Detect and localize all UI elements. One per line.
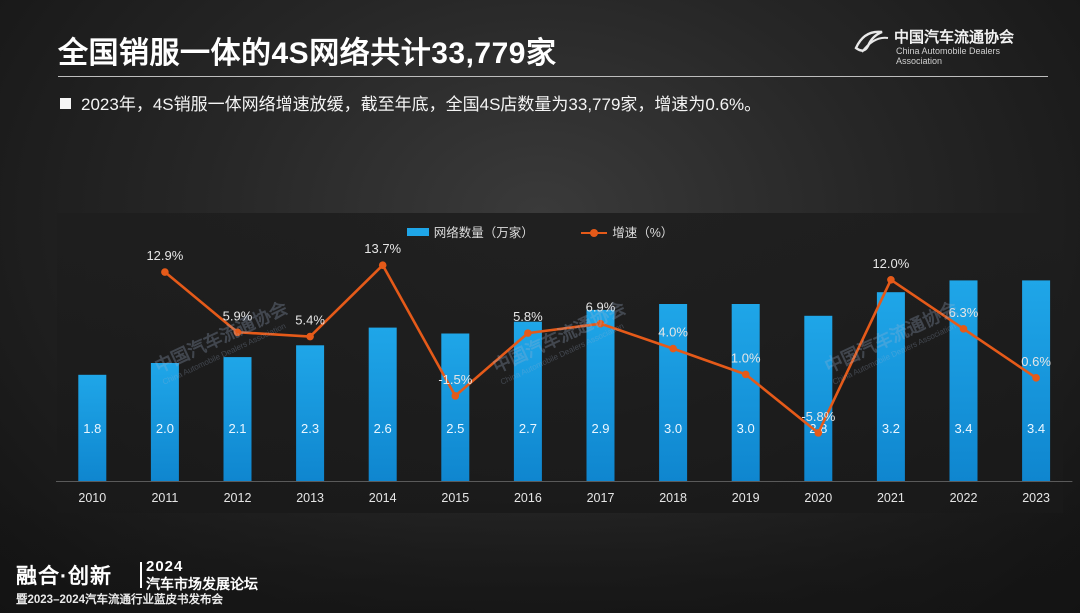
- bar-label-2010: 1.8: [83, 421, 101, 436]
- x-tick-2012: 2012: [224, 491, 252, 505]
- footer-slogan: 融合·创新: [16, 565, 112, 588]
- bar-label-2023: 3.4: [1027, 421, 1045, 436]
- bar-2012: [223, 357, 252, 481]
- legend-bar-swatch: [406, 228, 429, 236]
- bar-label-2021: 3.2: [882, 421, 900, 436]
- growth-point-2011: [161, 268, 169, 276]
- event-footer: 融合·创新 2024 汽车市场发展论坛 暨2023–2024汽车流通行业蓝皮书发…: [14, 558, 304, 608]
- x-tick-2018: 2018: [659, 491, 687, 505]
- x-tick-2017: 2017: [587, 491, 615, 505]
- x-tick-2011: 2011: [151, 491, 178, 505]
- background-road: [0, 500, 1080, 613]
- bar-label-2013: 2.3: [301, 421, 319, 436]
- chart-legend: 网络数量（万家） 增速（%）: [0, 222, 1080, 241]
- bar-2019: [731, 304, 760, 481]
- growth-label-2017: 6.9%: [586, 300, 616, 315]
- growth-label-2011: 12.9%: [146, 248, 183, 263]
- summary-text: 2023年，4S销服一体网络增速放缓，截至年底，全国4S店数量为33,779家，…: [81, 95, 762, 114]
- growth-label-2018: 4.0%: [658, 325, 688, 340]
- growth-point-2019: [741, 370, 750, 379]
- growth-point-2013: [306, 332, 314, 341]
- bar-label-2022: 3.4: [954, 421, 972, 436]
- growth-label-2023: 0.6%: [1021, 354, 1051, 369]
- bar-label-2019: 3.0: [737, 421, 755, 436]
- growth-label-2016: 5.8%: [513, 309, 543, 324]
- x-tick-2019: 2019: [732, 491, 760, 505]
- bar-label-2012: 2.1: [228, 421, 246, 436]
- bar-label-2017: 2.9: [591, 421, 609, 436]
- bar-2014: [368, 327, 397, 481]
- summary-bullet: 2023年，4S销服一体网络增速放缓，截至年底，全国4S店数量为33,779家，…: [60, 90, 761, 115]
- growth-label-2013: 5.4%: [295, 313, 325, 328]
- footer-subtitle: 暨2023–2024汽车流通行业蓝皮书发布会: [16, 594, 224, 606]
- bullet-square-icon: [60, 98, 71, 109]
- bar-2020: [804, 315, 833, 481]
- cada-logo-icon: [854, 30, 889, 53]
- growth-point-2017: [596, 319, 605, 328]
- growth-point-2014: [378, 261, 387, 269]
- footer-year: 2024: [146, 558, 184, 575]
- legend-bar-label: 网络数量（万家）: [433, 226, 534, 240]
- growth-label-2015: -1.5%: [438, 372, 472, 387]
- x-tick-2023: 2023: [1022, 491, 1050, 505]
- growth-label-2012: 5.9%: [223, 308, 253, 323]
- x-tick-2015: 2015: [441, 491, 469, 505]
- growth-point-2023: [1032, 374, 1040, 382]
- x-tick-2014: 2014: [369, 491, 397, 505]
- bar-2010: [78, 374, 107, 481]
- bar-2013: [296, 345, 325, 481]
- growth-label-2020: -5.8%: [801, 409, 835, 424]
- bar-2011: [150, 363, 179, 481]
- legend-line-label: 增速（%）: [612, 226, 674, 240]
- x-tick-2013: 2013: [296, 491, 324, 505]
- page-title: 全国销服一体的4S网络共计33,779家: [58, 37, 557, 70]
- bar-label-2011: 2.0: [156, 421, 174, 436]
- footer-forum: 汽车市场发展论坛: [146, 576, 258, 592]
- bar-2021: [876, 292, 905, 481]
- footer-divider: [140, 562, 142, 588]
- legend-item-line: 增速（%）: [581, 222, 673, 241]
- growth-point-2021: [887, 276, 895, 284]
- growth-point-2018: [669, 344, 677, 353]
- bar-2022: [949, 280, 978, 481]
- bar-label-2016: 2.7: [519, 421, 537, 436]
- growth-point-2020: [814, 429, 823, 437]
- growth-point-2016: [524, 329, 532, 337]
- x-tick-2016: 2016: [514, 491, 542, 505]
- brand-name-cn: 中国汽车流通协会: [894, 29, 1015, 46]
- bar-label-2015: 2.5: [446, 421, 464, 436]
- title-divider: [58, 76, 1048, 77]
- growth-label-2022: 6.3%: [949, 305, 979, 320]
- brand-name-en: China Automobile Dealers Association: [896, 46, 1001, 66]
- growth-point-2012: [233, 328, 242, 337]
- growth-label-2019: 1.0%: [731, 350, 761, 365]
- bar-2017: [586, 309, 615, 481]
- bar-label-2018: 3.0: [664, 421, 682, 436]
- growth-label-2021: 12.0%: [872, 256, 909, 271]
- x-tick-2022: 2022: [950, 491, 978, 505]
- legend-item-bar: 网络数量（万家）: [406, 222, 534, 241]
- bar-2016: [513, 321, 542, 481]
- growth-label-2014: 13.7%: [364, 241, 401, 256]
- bar-label-2014: 2.6: [374, 421, 392, 436]
- bar-2018: [659, 304, 688, 481]
- legend-line-swatch: [581, 229, 608, 237]
- brand-logo-block: 中国汽车流通协会 China Automobile Dealers Associ…: [852, 24, 1042, 66]
- x-tick-2010: 2010: [78, 491, 106, 505]
- x-tick-2021: 2021: [877, 491, 905, 505]
- growth-point-2015: [451, 392, 460, 400]
- x-tick-2020: 2020: [804, 491, 832, 505]
- growth-point-2022: [959, 325, 968, 333]
- bar-2015: [441, 333, 470, 481]
